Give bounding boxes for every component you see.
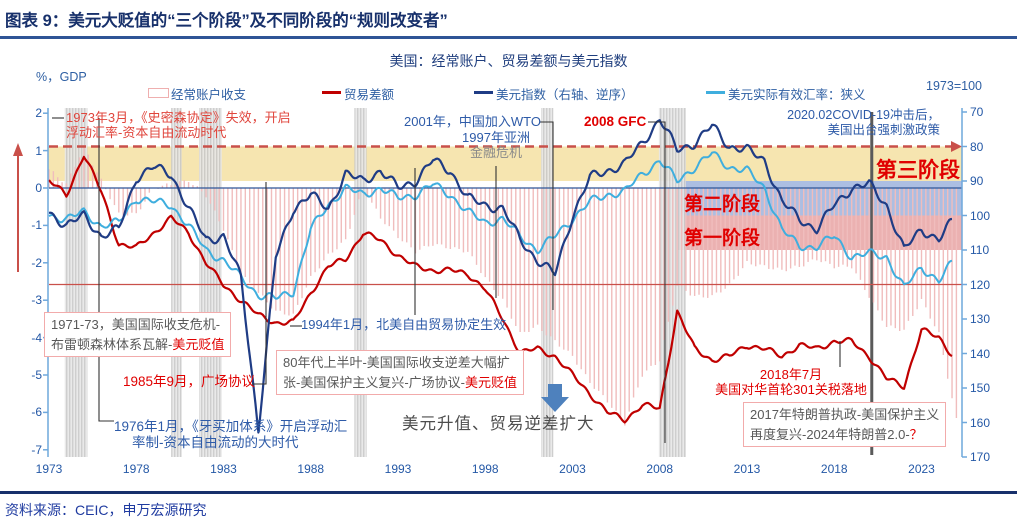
- annotation-leader-line: [252, 182, 267, 385]
- annotation-nafta: 1994年1月，北美自由贸易协定生效: [301, 317, 507, 332]
- box3-highlight: ？: [909, 426, 923, 442]
- up-arrow-head: [13, 143, 23, 156]
- legend-label-current-account: 经常账户收支: [171, 88, 247, 102]
- legend-label-usd-index: 美元指数（右轴、逆序）: [496, 88, 634, 102]
- annotation-jamaica: 1976年1月，《牙买加体系》开启浮动汇 率制-资本自由流动的大时代: [114, 419, 347, 451]
- annotation-wto: 2001年，中国加入WTO: [403, 114, 541, 129]
- down-arrow: [541, 384, 569, 412]
- annotation-smithsonian-line1: 1973年3月，《史密森协定》失效，开启: [66, 110, 291, 125]
- annotation-covid-line2: 美国出台强刺激政策: [827, 122, 940, 137]
- recession-band: [354, 108, 367, 457]
- legend-swatch-current-account: [148, 88, 169, 98]
- box2-highlight: 美元贬值: [465, 374, 518, 390]
- annotation-box-trump: 2017年特朗普执政-美国保护主义 再度复兴-2024年特朗普2.0-？: [743, 402, 947, 447]
- annotation-leader-line: [540, 121, 554, 310]
- stage2-label: 第二阶段: [684, 194, 761, 215]
- annotation-jamaica-line2: 率制-资本自由流动的大时代: [132, 435, 299, 450]
- annotation-asian-crisis: 1997年亚洲 金融危机: [462, 130, 530, 160]
- annotation-usd-appreciation: 美元升值、贸易逆差扩大: [402, 415, 595, 433]
- annotation-box-bretton-woods: 1971-73，美国国际收支危机- 布雷顿森林体系瓦解-美元贬值: [44, 312, 232, 357]
- legend-swatch-usd-index: [474, 91, 493, 94]
- annotation-tariffs-301: 2018年7月 美国对华首轮301关税落地: [705, 367, 877, 397]
- box1-line1: 1971-73，美国国际收支危机-: [51, 317, 221, 332]
- box3-line1: 2017年特朗普执政-美国保护主义: [750, 407, 940, 422]
- box1-highlight: 美元贬值: [172, 336, 225, 352]
- annotation-box-eighties: 80年代上半叶-美国国际收支逆差大幅扩 张-美国保护主义复兴-广场协议-美元贬值: [276, 350, 525, 395]
- annotation-smithsonian-line2: 浮动汇率-资本自由流动时代: [66, 125, 227, 140]
- recession-band: [64, 108, 88, 457]
- legend-swatch-trade-balance: [322, 91, 341, 94]
- right-axis-unit-label: 1973=100: [926, 79, 982, 93]
- series-line-2: [48, 119, 953, 434]
- left-axis-unit-label: %，GDP: [36, 70, 87, 84]
- legend-label-trade-balance: 贸易差额: [344, 88, 395, 102]
- annotation-covid-line1: 2020.02COVID-19冲击后，: [787, 108, 940, 122]
- series-line-1: [48, 155, 953, 424]
- page-title: 图表 9：美元大贬值的“三个阶段”及不同阶段的“规则改变者”: [5, 12, 448, 30]
- annotation-plaza-accord: 1985年9月，广场协议: [123, 374, 256, 389]
- annotation-tariffs-line2: 美国对华首轮301关税落地: [715, 382, 867, 397]
- annotation-leader-line: [648, 121, 666, 443]
- series-line-3: [48, 151, 953, 301]
- reference-arrowhead: [951, 141, 962, 152]
- annotation-covid: 2020.02COVID-19冲击后， 美国出台强刺激政策: [787, 108, 940, 137]
- title-divider: [0, 36, 1017, 39]
- annotation-asian-crisis-line1: 1997年亚洲: [462, 130, 530, 145]
- stage3-label: 第三阶段: [876, 159, 960, 182]
- legend-swatch-reer: [706, 91, 725, 94]
- box3-line2: 再度复兴-2024年特朗普2.0-？: [750, 426, 923, 442]
- recession-band: [199, 108, 222, 457]
- chart-title: 美国：经常账户、贸易差额与美元指数: [389, 53, 628, 69]
- annotation-tariffs-line1: 2018年7月: [759, 367, 823, 382]
- annotation-gfc: 2008 GFC: [584, 114, 647, 129]
- annotation-jamaica-line1: 1976年1月，《牙买加体系》开启浮动汇: [114, 419, 348, 434]
- box2-line1: 80年代上半叶-美国国际收支逆差大幅扩: [283, 355, 510, 370]
- footer-divider: [0, 491, 1017, 494]
- box1-line2: 布雷顿森林体系瓦解-美元贬值: [51, 336, 225, 352]
- annotation-leader-line: [98, 118, 114, 422]
- source-note: 资料来源：CEIC，申万宏源研究: [5, 502, 207, 518]
- legend-label-reer: 美元实际有效汇率：狭义: [728, 88, 866, 102]
- annotation-asian-crisis-line2: 金融危机: [469, 145, 523, 160]
- recession-band: [171, 108, 182, 457]
- annotation-smithsonian: 1973年3月，《史密森协定》失效，开启 浮动汇率-资本自由流动时代: [66, 110, 291, 140]
- stage1-label: 第一阶段: [684, 228, 761, 249]
- box2-line2: 张-美国保护主义复兴-广场协议-美元贬值: [283, 374, 518, 390]
